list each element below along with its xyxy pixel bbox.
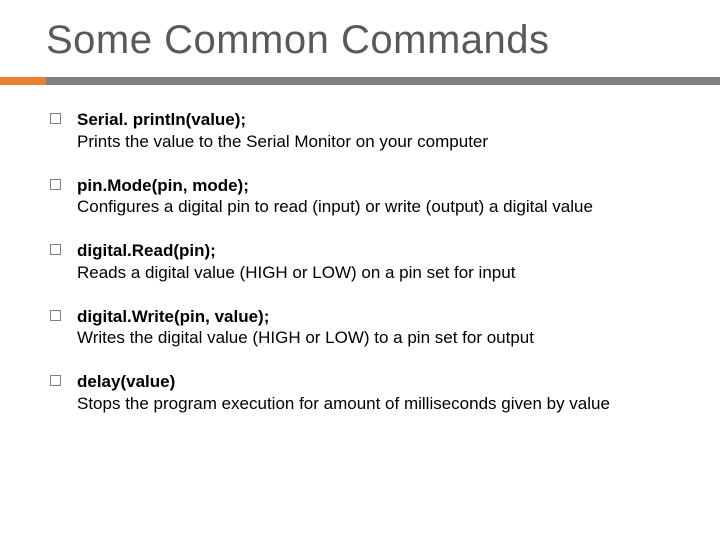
- command-name: digital.Write(pin, value);: [77, 307, 269, 326]
- accent-bar: [0, 77, 720, 85]
- command-name: Serial. println(value);: [77, 110, 246, 129]
- bullet-icon: [50, 375, 61, 386]
- list-item: digital.Write(pin, value); Writes the di…: [50, 306, 690, 350]
- command-name: delay(value): [77, 372, 175, 391]
- list-item: pin.Mode(pin, mode); Configures a digita…: [50, 175, 690, 219]
- accent-orange: [0, 77, 46, 85]
- list-item-text: digital.Write(pin, value); Writes the di…: [77, 306, 534, 350]
- command-desc: Stops the program execution for amount o…: [77, 394, 610, 413]
- slide-title: Some Common Commands: [46, 18, 690, 63]
- list-item-text: delay(value) Stops the program execution…: [77, 371, 610, 415]
- content-list: Serial. println(value); Prints the value…: [46, 109, 690, 415]
- command-desc: Configures a digital pin to read (input)…: [77, 197, 593, 216]
- bullet-icon: [50, 113, 61, 124]
- command-name: digital.Read(pin);: [77, 241, 216, 260]
- command-desc: Reads a digital value (HIGH or LOW) on a…: [77, 263, 515, 282]
- bullet-icon: [50, 244, 61, 255]
- bullet-icon: [50, 179, 61, 190]
- list-item-text: pin.Mode(pin, mode); Configures a digita…: [77, 175, 593, 219]
- list-item-text: Serial. println(value); Prints the value…: [77, 109, 488, 153]
- list-item: delay(value) Stops the program execution…: [50, 371, 690, 415]
- slide: Some Common Commands Serial. println(val…: [0, 0, 720, 540]
- list-item-text: digital.Read(pin); Reads a digital value…: [77, 240, 515, 284]
- bullet-icon: [50, 310, 61, 321]
- list-item: digital.Read(pin); Reads a digital value…: [50, 240, 690, 284]
- list-item: Serial. println(value); Prints the value…: [50, 109, 690, 153]
- command-desc: Writes the digital value (HIGH or LOW) t…: [77, 328, 534, 347]
- accent-gray: [46, 77, 720, 85]
- command-desc: Prints the value to the Serial Monitor o…: [77, 132, 488, 151]
- command-name: pin.Mode(pin, mode);: [77, 176, 249, 195]
